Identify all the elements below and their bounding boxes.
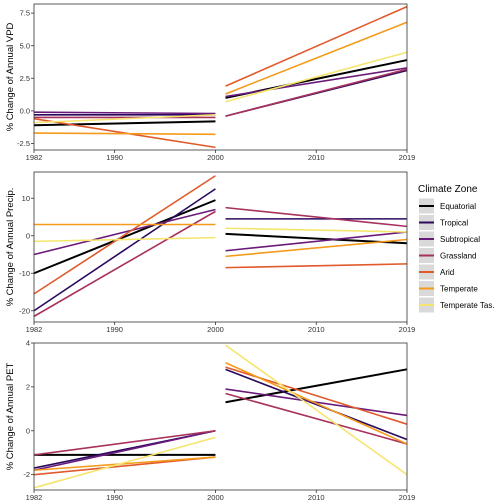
legend-items: Equatorial Tropical Subtropical Grassland Ar… [419, 198, 495, 313]
pet-subtropical-trend-1982-2000 [33, 429, 216, 472]
precip-panel-border [33, 171, 408, 323]
precip-ytick-label: -10 [19, 269, 30, 278]
legend-label-equatorial: Equatorial [440, 202, 476, 211]
legend-label-subtropical: Subtropical [440, 235, 480, 244]
precip-grassland-trend-1982-2000 [33, 210, 216, 318]
pet-tropical-trend-2001-2019 [225, 368, 408, 441]
precip-xtick-label: 1982 [26, 325, 43, 334]
vpd-xtick-label: 2000 [207, 153, 224, 162]
precip-xtick-label: 2010 [308, 325, 325, 334]
precip-panel: -20 -10 0 10 1982 1990 2000 2010 2019 % Change of… [5, 171, 416, 334]
pet-xtick-label: 1982 [26, 493, 43, 502]
precip-ytick-label: 10 [22, 194, 30, 203]
vpd-temperate-tas-trend-2001-2019 [225, 51, 408, 103]
vpd-temperate-trend-1982-2000 [33, 132, 216, 136]
pet-ytick-label: 2 [26, 382, 30, 391]
precip-ylabel: % Change of Annual Precip. [5, 188, 16, 307]
pet-temperate-tas-trend-2001-2019 [225, 344, 408, 476]
precip-temperate-tas-trend-2001-2019 [225, 227, 408, 233]
legend-label-temperate-tas: Temperate Tas. [440, 301, 495, 310]
vpd-xtick-label: 2010 [308, 153, 325, 162]
vpd-subtropical-trend-2001-2019 [225, 67, 408, 98]
vpd-xtick-label: 2019 [399, 153, 416, 162]
precip-xtick-label: 2019 [399, 325, 416, 334]
pet-temperate-trend-1982-2000 [33, 456, 216, 472]
precip-temperate-tas-trend-1982-2000 [33, 236, 216, 243]
precip-equatorial-trend-1982-2000 [33, 199, 216, 275]
pet-grassland-trend-1982-2000 [33, 429, 216, 456]
precip-subtropical-trend-1982-2000 [33, 208, 216, 256]
pet-xtick-label: 2019 [399, 493, 416, 502]
vpd-ytick-label: -2.5 [17, 139, 30, 148]
vpd-panel: -2.5 0.0 2.5 5.0 7.5 1982 1990 2000 2010 2019 % Ch… [5, 3, 416, 162]
pet-subtropical-trend-2001-2019 [225, 388, 408, 417]
vpd-xtick-label: 1982 [26, 153, 43, 162]
pet-grassland-trend-2001-2019 [225, 392, 408, 445]
legend: Climate Zone Equatorial Tropical Subtropic… [418, 184, 495, 313]
vpd-ylabel: % Change of Annual VPD [5, 22, 16, 131]
precip-temperate-trend-2001-2019 [225, 238, 408, 258]
vpd-ytick-label: 7.5 [20, 9, 30, 18]
precip-arid-trend-1982-2000 [33, 175, 216, 295]
vpd-temperate-trend-2001-2019 [225, 21, 408, 95]
legend-label-grassland: Grassland [440, 252, 476, 261]
pet-equatorial-trend-2001-2019 [225, 368, 408, 404]
precip-ytick-label: -20 [19, 306, 30, 315]
vpd-arid-trend-2001-2019 [225, 5, 408, 87]
legend-label-tropical: Tropical [440, 219, 468, 228]
pet-ytick-label: 4 [26, 339, 30, 348]
vpd-grassland-trend-2001-2019 [225, 68, 408, 117]
pet-xtick-label: 1990 [106, 493, 123, 502]
legend-title: Climate Zone [418, 184, 478, 195]
pet-ytick-label: 0 [26, 426, 30, 435]
pet-ytick-label: -2 [23, 470, 30, 479]
vpd-ytick-label: 2.5 [20, 74, 30, 83]
vpd-equatorial-trend-1982-2000 [33, 120, 216, 127]
precip-ytick-label: 0 [26, 231, 30, 240]
vpd-ytick-label: 5.0 [20, 41, 30, 50]
vpd-ytick-label: 0.0 [20, 106, 30, 115]
precip-grassland-trend-2001-2019 [225, 206, 408, 228]
pet-xtick-label: 2010 [308, 493, 325, 502]
precip-xtick-label: 1990 [106, 325, 123, 334]
vpd-xtick-label: 1990 [106, 153, 123, 162]
precip-arid-trend-2001-2019 [225, 263, 408, 269]
vpd-temperate-tas-trend-1982-2000 [33, 114, 216, 124]
vpd-subtropical-trend-1982-2000 [33, 111, 216, 115]
pet-temperate-trend-2001-2019 [225, 362, 408, 445]
legend-label-temperate: Temperate [440, 285, 478, 294]
pet-panel: -2 0 2 4 1982 1990 2000 2010 2019 % Change of Ann… [5, 339, 415, 502]
precip-subtropical-trend-2001-2019 [225, 231, 408, 252]
precip-tropical-trend-1982-2000 [33, 188, 216, 312]
precip-xtick-label: 2000 [207, 325, 224, 334]
pet-xtick-label: 2000 [207, 493, 224, 502]
pet-ylabel: % Change of Annual PET [5, 362, 16, 470]
pet-temperate-tas-trend-1982-2000 [33, 436, 216, 489]
pet-panel-border [33, 342, 408, 491]
legend-label-arid: Arid [440, 268, 454, 277]
vpd-panel-border [33, 3, 408, 151]
